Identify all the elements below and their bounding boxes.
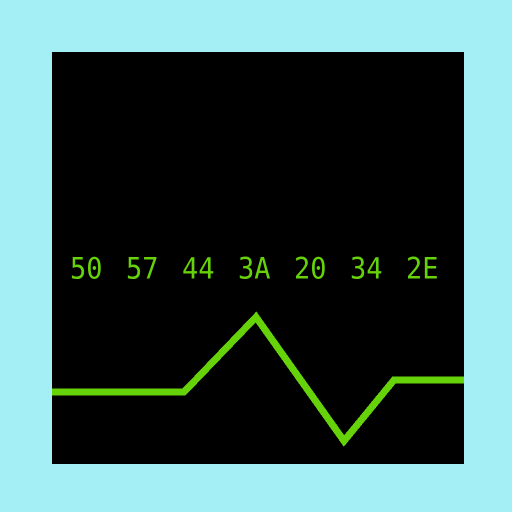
hex-byte-6: 34 [350, 252, 383, 287]
hex-byte-3: 44 [182, 252, 215, 287]
hex-byte-4: 3A [238, 252, 271, 287]
hex-byte-7: 2E [406, 252, 439, 287]
hex-byte-5: 20 [294, 252, 327, 287]
hex-byte-2: 57 [126, 252, 159, 287]
display-screen: 50 57 44 3A 20 34 2E [52, 52, 464, 464]
waveform-line [52, 311, 464, 447]
waveform-graphic [52, 311, 464, 447]
hex-readout: 50 57 44 3A 20 34 2E [52, 248, 464, 292]
hex-byte-1: 50 [70, 252, 103, 287]
